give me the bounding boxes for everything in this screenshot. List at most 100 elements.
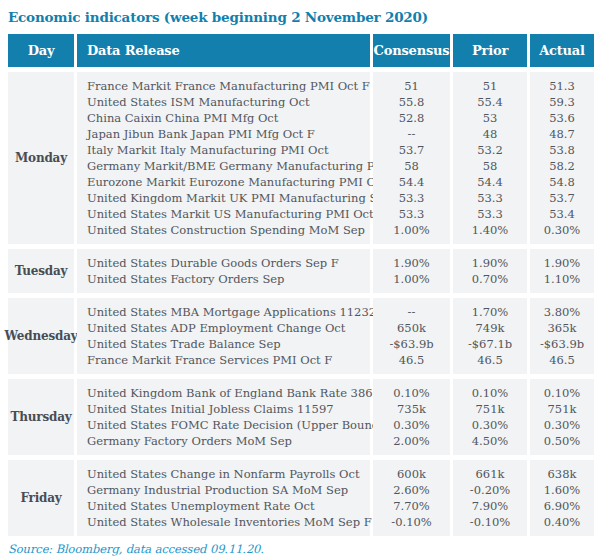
source-note: Source: Bloomberg, data accessed 09.11.2… <box>8 542 602 556</box>
consensus-value: 53.3 <box>373 190 450 206</box>
data-release-name: United States Change in Nonfarm Payrolls… <box>87 466 370 482</box>
actual-value-column: 638k1.60%6.90%0.40% <box>530 460 594 536</box>
actual-value: 51.3 <box>530 78 594 94</box>
prior-value: 0.70% <box>453 271 527 287</box>
page-title: Economic indicators (week beginning 2 No… <box>0 0 602 25</box>
prior-value: 55.4 <box>453 94 527 110</box>
actual-value: 365k <box>530 320 594 336</box>
day-label: Wednesday <box>8 298 74 374</box>
actual-value: 54.8 <box>530 174 594 190</box>
consensus-value: 7.70% <box>373 498 450 514</box>
day-label: Monday <box>8 72 74 244</box>
consensus-value-column: 5155.852.8--53.75854.453.353.31.00% <box>373 72 450 244</box>
data-release-name: China Caixin China PMI Mfg Oct <box>87 110 370 126</box>
consensus-value: 1.00% <box>373 271 450 287</box>
prior-value: 53.2 <box>453 142 527 158</box>
data-release-name: United States FOMC Rate Decision (Upper … <box>87 417 370 433</box>
column-header-data-release: Data Release <box>77 34 370 67</box>
data-release-column: United States Durable Goods Orders Sep F… <box>77 249 370 293</box>
consensus-value: 650k <box>373 320 450 336</box>
prior-value: 749k <box>453 320 527 336</box>
data-release-column: France Markit France Manufacturing PMI O… <box>77 72 370 244</box>
consensus-value: -- <box>373 304 450 320</box>
consensus-value-column: 0.10%735k0.30%2.00% <box>373 379 450 455</box>
economic-indicators-table: Day Data Release Consensus Prior Actual … <box>8 34 594 536</box>
prior-value: 58 <box>453 158 527 174</box>
consensus-value: 0.30% <box>373 417 450 433</box>
day-group-thursday: ThursdayUnited Kingdom Bank of England B… <box>8 379 594 455</box>
consensus-value: 1.90% <box>373 255 450 271</box>
day-group-monday: Monday France Markit France Manufacturing… <box>8 72 594 244</box>
consensus-value: -$63.9b <box>373 336 450 352</box>
actual-value-column: 1.90%1.10% <box>530 249 594 293</box>
actual-value: 751k <box>530 401 594 417</box>
prior-value: 1.40% <box>453 222 527 238</box>
actual-value: 53.7 <box>530 190 594 206</box>
data-release-name: United States MBA Mortgage Applications … <box>87 304 370 320</box>
prior-value: 7.90% <box>453 498 527 514</box>
actual-value: 6.90% <box>530 498 594 514</box>
consensus-value: 2.60% <box>373 482 450 498</box>
data-release-name: United Kingdom Markit UK PMI Manufacturi… <box>87 190 370 206</box>
data-release-name: United States Durable Goods Orders Sep F <box>87 255 370 271</box>
data-release-name: France Markit France Manufacturing PMI O… <box>87 78 370 94</box>
actual-value: 0.50% <box>530 433 594 449</box>
prior-value: 1.90% <box>453 255 527 271</box>
column-header-day: Day <box>8 34 74 67</box>
actual-value-column: 51.359.353.648.753.858.254.853.753.40.30… <box>530 72 594 244</box>
prior-value: -$67.1b <box>453 336 527 352</box>
prior-value: -0.10% <box>453 514 527 530</box>
actual-value: 0.10% <box>530 385 594 401</box>
economic-indicators-figure: Economic indicators (week beginning 2 No… <box>0 0 602 559</box>
actual-value: 46.5 <box>530 352 594 368</box>
prior-value: 48 <box>453 126 527 142</box>
prior-value-column: 1.90%0.70% <box>453 249 527 293</box>
consensus-value: 54.4 <box>373 174 450 190</box>
data-release-name: United States ADP Employment Change Oct <box>87 320 370 336</box>
actual-value: -$63.9b <box>530 336 594 352</box>
consensus-value: 52.8 <box>373 110 450 126</box>
actual-value: 53.6 <box>530 110 594 126</box>
prior-value: 53 <box>453 110 527 126</box>
actual-value: 3.80% <box>530 304 594 320</box>
actual-value-column: 3.80%365k-$63.9b46.5 <box>530 298 594 374</box>
actual-value-column: 0.10%751k0.30%0.50% <box>530 379 594 455</box>
consensus-value: 55.8 <box>373 94 450 110</box>
consensus-value: -- <box>373 126 450 142</box>
consensus-value-column: --650k-$63.9b46.5 <box>373 298 450 374</box>
data-release-column: United States Change in Nonfarm Payrolls… <box>77 460 370 536</box>
consensus-value: 735k <box>373 401 450 417</box>
prior-value: 751k <box>453 401 527 417</box>
prior-value-column: 5155.4534853.25854.453.353.31.40% <box>453 72 527 244</box>
consensus-value: 1.00% <box>373 222 450 238</box>
actual-value: 638k <box>530 466 594 482</box>
actual-value: 0.40% <box>530 514 594 530</box>
prior-value: 4.50% <box>453 433 527 449</box>
consensus-value: 0.10% <box>373 385 450 401</box>
data-release-name: United States Markit US Manufacturing PM… <box>87 206 370 222</box>
prior-value-column: 0.10%751k0.30%4.50% <box>453 379 527 455</box>
data-release-name: United States Initial Jobless Claims 115… <box>87 401 370 417</box>
actual-value: 48.7 <box>530 126 594 142</box>
consensus-value: -0.10% <box>373 514 450 530</box>
consensus-value: 53.3 <box>373 206 450 222</box>
actual-value: 53.4 <box>530 206 594 222</box>
actual-value: 1.90% <box>530 255 594 271</box>
day-label: Thursday <box>8 379 74 455</box>
data-release-name: Japan Jibun Bank Japan PMI Mfg Oct F <box>87 126 370 142</box>
prior-value: 661k <box>453 466 527 482</box>
prior-value: -0.20% <box>453 482 527 498</box>
data-release-name: United States Factory Orders Sep <box>87 271 370 287</box>
column-header-actual: Actual <box>530 34 594 67</box>
prior-value: 0.30% <box>453 417 527 433</box>
data-release-name: United States Unemployment Rate Oct <box>87 498 370 514</box>
data-release-name: Germany Industrial Production SA MoM Sep <box>87 482 370 498</box>
prior-value: 1.70% <box>453 304 527 320</box>
prior-value: 51 <box>453 78 527 94</box>
prior-value: 0.10% <box>453 385 527 401</box>
data-release-name: Germany Factory Orders MoM Sep <box>87 433 370 449</box>
data-release-column: United Kingdom Bank of England Bank Rate… <box>77 379 370 455</box>
actual-value: 1.60% <box>530 482 594 498</box>
data-release-name: France Markit France Services PMI Oct F <box>87 352 370 368</box>
data-release-name: United States Construction Spending MoM … <box>87 222 370 238</box>
